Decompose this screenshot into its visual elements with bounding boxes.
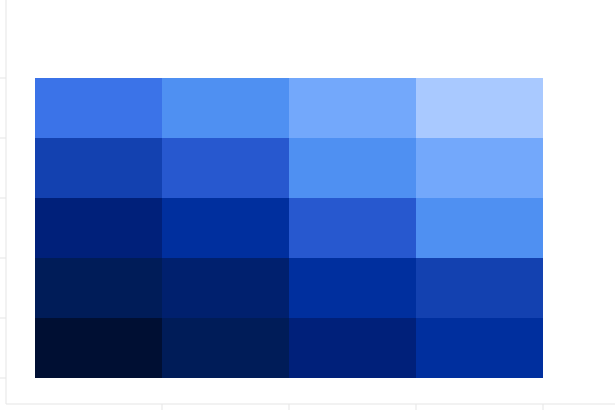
heatmap-cell-r0-c3 bbox=[416, 78, 543, 138]
heatmap-cell-r1-c3 bbox=[416, 138, 543, 198]
heatmap-cell-r1-c0 bbox=[35, 138, 162, 198]
heatmap-cell-r4-c1 bbox=[162, 318, 289, 378]
heatmap-cell-r4-c0 bbox=[35, 318, 162, 378]
heatmap-cell-r2-c3 bbox=[416, 198, 543, 258]
heatmap-cell-r1-c2 bbox=[289, 138, 416, 198]
heatmap-cell-r4-c3 bbox=[416, 318, 543, 378]
heatmap-cell-r2-c2 bbox=[289, 198, 416, 258]
heatmap-cell-r0-c0 bbox=[35, 78, 162, 138]
heatmap-cell-r4-c2 bbox=[289, 318, 416, 378]
heatmap-cell-r0-c1 bbox=[162, 78, 289, 138]
heatmap-cell-r2-c1 bbox=[162, 198, 289, 258]
heatmap-cell-r3-c0 bbox=[35, 258, 162, 318]
heatmap-cell-r3-c2 bbox=[289, 258, 416, 318]
heatmap-cell-r2-c0 bbox=[35, 198, 162, 258]
heatmap-cell-r3-c1 bbox=[162, 258, 289, 318]
heatmap-cell-r1-c1 bbox=[162, 138, 289, 198]
heatmap-cell-r0-c2 bbox=[289, 78, 416, 138]
heatmap-cell-r3-c3 bbox=[416, 258, 543, 318]
